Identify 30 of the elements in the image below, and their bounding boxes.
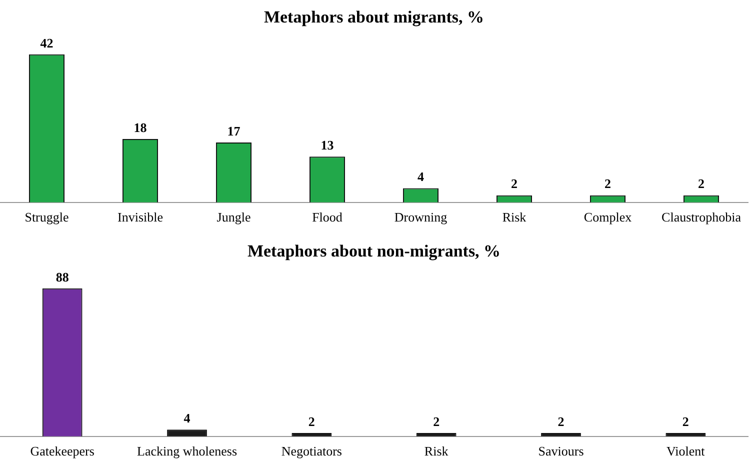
data-label: 4 <box>184 410 191 426</box>
data-label: 4 <box>418 169 424 184</box>
x-tick-label: Invisible <box>118 210 164 225</box>
x-tick-label: Negotiators <box>281 444 342 459</box>
data-label: 88 <box>56 269 70 284</box>
chart-title: Metaphors about migrants, % <box>264 8 484 27</box>
x-tick-label: Gatekeepers <box>30 444 94 459</box>
data-label: 2 <box>682 414 689 429</box>
data-label: 42 <box>40 35 54 50</box>
x-tick-label: Drowning <box>394 210 448 225</box>
data-label: 2 <box>433 414 440 429</box>
data-label: 17 <box>227 123 241 138</box>
data-label: 2 <box>698 176 704 192</box>
chart-title: Metaphors about non-migrants, % <box>247 242 501 261</box>
data-label: 2 <box>558 414 564 429</box>
x-tick-label: Violent <box>666 444 706 459</box>
data-label: 18 <box>134 120 148 135</box>
x-tick-label: Struggle <box>24 210 69 225</box>
x-tick-label: Risk <box>502 210 527 225</box>
x-tick-label: Lacking wholeness <box>136 444 238 459</box>
data-label: 2 <box>308 414 315 429</box>
data-label: 2 <box>511 176 518 192</box>
data-label: 13 <box>320 137 334 152</box>
x-tick-label: Flood <box>312 210 343 225</box>
x-tick-label: Jungle <box>216 210 251 225</box>
x-tick-label: Saviours <box>538 444 584 459</box>
data-label: 2 <box>604 176 611 192</box>
x-tick-label: Claustrophobia <box>662 210 742 225</box>
x-tick-label: Risk <box>424 444 449 459</box>
x-tick-label: Complex <box>584 210 632 225</box>
